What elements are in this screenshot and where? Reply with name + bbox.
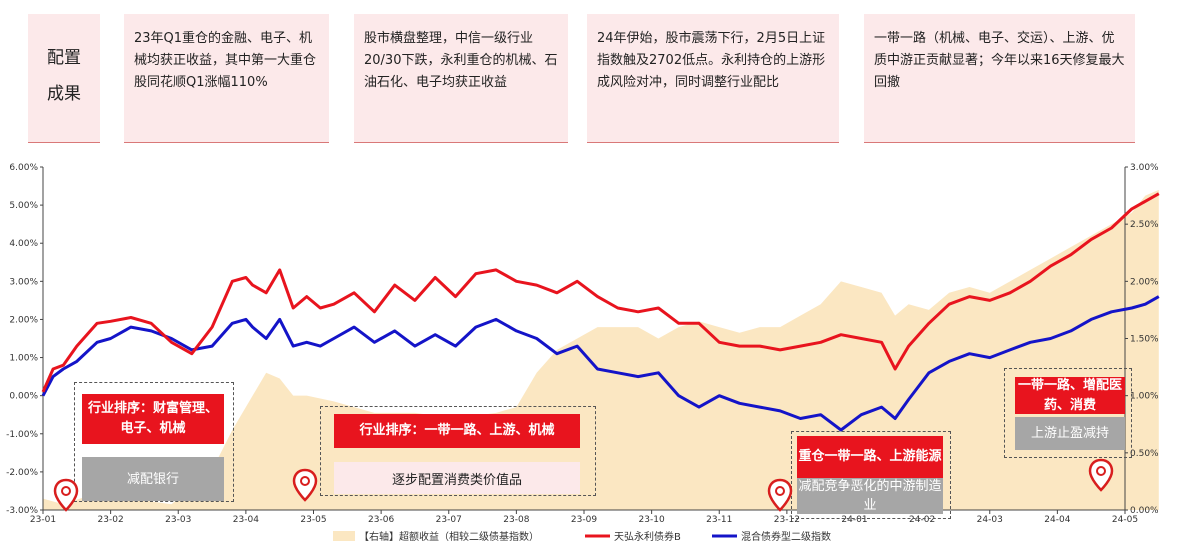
left-axis-tick-label: -1.00% bbox=[6, 430, 38, 440]
x-axis-tick-label: 24-05 bbox=[1112, 515, 1138, 525]
x-axis-tick-label: 23-01 bbox=[30, 515, 56, 525]
annotation-box-1 bbox=[74, 382, 234, 502]
x-axis-tick-label: 23-08 bbox=[503, 515, 529, 525]
left-axis-tick-label: 6.00% bbox=[9, 163, 38, 173]
annotation-2-top: 行业排序：一带一路、上游、机械 bbox=[334, 414, 580, 448]
left-axis-tick-label: 2.00% bbox=[9, 315, 38, 325]
performance-chart: 6.00% 5.00% 4.00% 3.00% 2.00% 1.00% 0.00% -1.00… bbox=[6, 163, 1160, 543]
right-axis-tick-label: 1.50% bbox=[1130, 335, 1159, 345]
annotation-3-top: 重仓一带一路、上游能源 bbox=[797, 436, 943, 478]
header-title-line-2: 成果 bbox=[47, 84, 81, 104]
legend-label-index: 混合债券型二级指数 bbox=[741, 530, 831, 543]
location-pin-icon bbox=[53, 478, 79, 512]
header-card-4: 一带一路（机械、电子、交运）、上游、优质中游正贡献显著；今年以来16天修复最大回… bbox=[864, 14, 1135, 143]
legend-label-excess: 【右轴】超额收益（相较二级债基指数） bbox=[359, 530, 539, 543]
x-axis-tick-label: 23-06 bbox=[368, 515, 394, 525]
x-axis-tick-label: 23-11 bbox=[706, 515, 732, 525]
header-card-1: 23年Q1重仓的金融、电子、机械均获正收益，其中第一大重仓股同花顺Q1涨幅110… bbox=[124, 14, 329, 143]
header-title-card: 配置 成果 bbox=[28, 14, 100, 143]
x-axis-tick-label: 23-05 bbox=[300, 515, 326, 525]
annotation-box-4 bbox=[1004, 368, 1132, 458]
left-axis-tick-label: 0.00% bbox=[9, 392, 38, 402]
location-pin-icon bbox=[1088, 458, 1114, 492]
right-axis-tick-label: 0.00% bbox=[1130, 506, 1159, 516]
left-axis-tick-label: 1.00% bbox=[9, 354, 38, 364]
header-card-3: 24年伊始，股市震荡下行，2月5日上证指数触及2702低点。永利持仓的上游形成风… bbox=[587, 14, 839, 143]
annotation-3-bottom: 减配竞争恶化的中游制造业 bbox=[797, 478, 943, 514]
annotation-4-top: 一带一路、增配医药、消费 bbox=[1015, 377, 1125, 414]
annotation-4-bottom: 上游止盈减持 bbox=[1015, 417, 1125, 450]
x-axis-tick-label: 24-01 bbox=[841, 515, 867, 525]
index-series-line bbox=[41, 295, 1160, 432]
annotation-2-bottom: 逐步配置消费类价值品 bbox=[334, 462, 580, 494]
x-axis-tick-label: 23-09 bbox=[571, 515, 597, 525]
right-axis-tick-label: 2.50% bbox=[1130, 220, 1159, 230]
right-axis-tick-label: 0.50% bbox=[1130, 449, 1159, 459]
left-axis-tick-label: 5.00% bbox=[9, 201, 38, 211]
x-axis-tick-label: 23-12 bbox=[774, 515, 800, 525]
excess-return-area bbox=[43, 189, 1159, 510]
x-axis-tick-label: 23-02 bbox=[98, 515, 124, 525]
header-title-line-1: 配置 bbox=[47, 48, 81, 68]
annotation-1-bottom: 减配银行 bbox=[82, 457, 224, 501]
left-axis-tick-label: -3.00% bbox=[6, 506, 38, 516]
left-axis-tick-label: 4.00% bbox=[9, 239, 38, 249]
header-card-2: 股市横盘整理，中信一级行业20/30下跌，永利重仓的机械、石油石化、电子均获正收… bbox=[354, 14, 568, 143]
left-axis-tick-label: -2.00% bbox=[6, 468, 38, 478]
right-axis-tick-label: 1.00% bbox=[1130, 392, 1159, 402]
x-axis-tick-label: 23-10 bbox=[639, 515, 665, 525]
x-axis-tick-label: 23-07 bbox=[436, 515, 462, 525]
legend-swatch-excess bbox=[333, 531, 355, 541]
fund-series-line bbox=[41, 192, 1160, 393]
x-axis-tick-label: 24-03 bbox=[977, 515, 1003, 525]
location-pin-icon bbox=[292, 468, 318, 502]
annotation-box-2 bbox=[320, 406, 596, 496]
legend-label-fund: 天弘永利债券B bbox=[614, 530, 681, 543]
right-axis-tick-label: 3.00% bbox=[1130, 163, 1159, 173]
x-axis-tick-label: 23-04 bbox=[233, 515, 259, 525]
location-pin-icon bbox=[767, 478, 793, 512]
x-axis-tick-label: 24-02 bbox=[909, 515, 935, 525]
right-axis-tick-label: 2.00% bbox=[1130, 277, 1159, 287]
x-axis-tick-label: 24-04 bbox=[1044, 515, 1070, 525]
x-axis-tick-label: 23-03 bbox=[165, 515, 191, 525]
annotation-1-top: 行业排序：财富管理、电子、机械 bbox=[82, 394, 224, 444]
annotation-box-3 bbox=[791, 431, 951, 519]
left-axis-tick-label: 3.00% bbox=[9, 277, 38, 287]
